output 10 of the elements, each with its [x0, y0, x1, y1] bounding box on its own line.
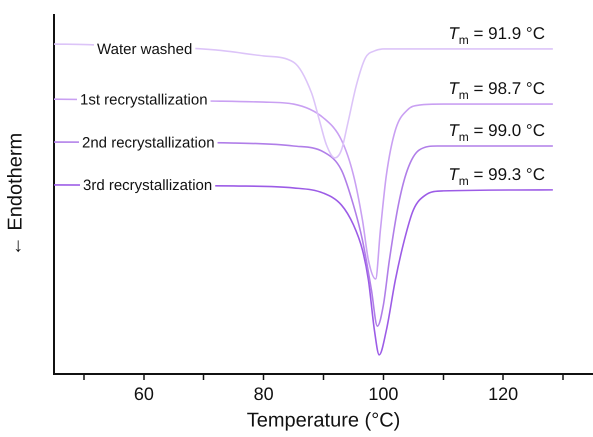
series-label: 1st recrystallization [80, 92, 208, 109]
series-label: 2nd recrystallization [82, 134, 215, 152]
x-tick-label: 80 [254, 384, 274, 404]
x-tick-label: 120 [488, 384, 518, 404]
series-label: 3rd recrystallization [83, 177, 212, 194]
series-label: Water washed [97, 41, 192, 58]
y-axis-title: ← Endotherm [4, 132, 27, 256]
x-axis-title: Temperature (°C) [246, 410, 400, 432]
x-tick-label: 60 [134, 384, 154, 404]
x-tick-label: 100 [368, 384, 398, 404]
